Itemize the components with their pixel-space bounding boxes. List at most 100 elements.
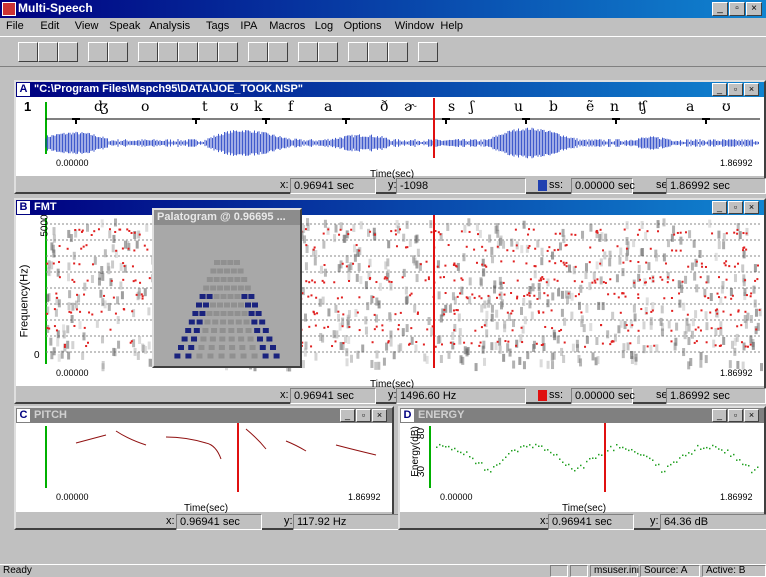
window-control[interactable]: × [744,409,759,422]
formant-point [409,294,412,297]
menu-item[interactable]: Log [314,20,334,32]
menu-item[interactable]: Speak [109,20,141,32]
spectrogram [71,341,75,350]
spectrogram [528,286,532,295]
menu-item[interactable]: Tags [206,20,230,32]
spectrogram [507,313,511,322]
menu-item[interactable]: Edit [40,20,60,32]
window-control[interactable]: ▫ [728,201,743,214]
spectrogram [468,296,472,305]
electrode [199,311,206,316]
toolbar-button[interactable] [218,42,238,62]
electrode [214,260,220,265]
toolbar-button[interactable] [58,42,78,62]
spectrogram [425,355,429,364]
window-control[interactable]: × [746,2,762,16]
spectrogram [690,262,694,271]
toolbar-button[interactable] [268,42,288,62]
spectrogram [119,262,123,271]
toolbar-button[interactable] [158,42,178,62]
spectrogram [408,238,412,247]
spectrogram [361,344,365,353]
spectrogram [488,234,492,243]
menu-item[interactable]: View [74,20,99,32]
formant-point [83,293,86,296]
toolbar-button[interactable] [248,42,268,62]
window-control[interactable]: _ [712,409,727,422]
spectrogram [550,352,554,361]
spectrogram [754,308,758,317]
window-control[interactable]: _ [712,201,727,214]
formant-point [663,297,666,300]
spectrogram [364,326,368,335]
spectrogram [52,234,56,243]
spectrogram [699,359,703,368]
electrode [244,285,251,291]
menu-item[interactable]: File [6,20,24,32]
energy-point [571,468,573,470]
toolbar-button[interactable] [318,42,338,62]
window-control[interactable]: ▫ [729,2,745,16]
electrode [198,345,205,350]
spectrogram [751,341,755,350]
toolbar-button[interactable] [38,42,58,62]
electrode [208,345,215,350]
spectrogram [303,235,307,244]
formant-point [479,341,482,344]
toolbar-button[interactable] [178,42,198,62]
electrode [224,302,230,308]
spectrogram [114,218,118,227]
toolbar-button[interactable] [88,42,108,62]
field-label: x: [280,389,289,401]
toolbar-button[interactable] [368,42,388,62]
spectrogram [306,222,310,231]
spectrogram [345,230,349,239]
menu-item[interactable]: Analysis [149,20,191,32]
formant-point [502,281,505,284]
formant-point [659,276,662,279]
window-control[interactable]: _ [340,409,355,422]
window-control[interactable]: _ [712,83,727,96]
spectrogram [746,312,750,321]
menu-item[interactable]: IPA [240,20,258,32]
toolbar-button[interactable] [108,42,128,62]
field-value: 64.36 dB [660,514,766,530]
spectrogram [490,342,494,351]
formant-point [327,228,330,231]
formant-point [625,324,628,327]
toolbar-button[interactable] [138,42,158,62]
energy-point [670,463,672,466]
toolbar-button[interactable] [388,42,408,62]
toolbar-button[interactable] [18,42,38,62]
energy-point [616,443,618,446]
spectrogram [370,359,374,368]
window-control[interactable]: × [372,409,387,422]
formant-point [444,292,447,295]
spectrogram [690,330,694,339]
window-control[interactable]: × [744,83,759,96]
spectrogram [120,291,124,300]
window-control[interactable]: × [744,201,759,214]
menu-item[interactable]: Window [394,20,434,32]
spectrogram [368,258,372,267]
formant-point [439,233,442,236]
formant-point [63,343,66,346]
spectrogram [592,271,596,280]
menu-item[interactable]: Macros [269,20,306,32]
toolbar-button[interactable] [348,42,368,62]
menu-item[interactable]: Options [343,20,382,32]
window-control[interactable]: ▫ [728,409,743,422]
toolbar-button[interactable] [418,42,438,62]
window-control[interactable]: ▫ [728,83,743,96]
formant-point [526,293,529,296]
window-control[interactable]: ▫ [356,409,371,422]
toolbar-button[interactable] [298,42,318,62]
menu-item[interactable]: Help [440,20,464,32]
energy-point [679,457,681,459]
spectrogram [323,219,327,228]
electrode [188,319,195,325]
toolbar-button[interactable] [198,42,218,62]
energy-point [622,446,624,449]
window-control[interactable]: _ [712,2,728,16]
formant-point [434,230,437,233]
